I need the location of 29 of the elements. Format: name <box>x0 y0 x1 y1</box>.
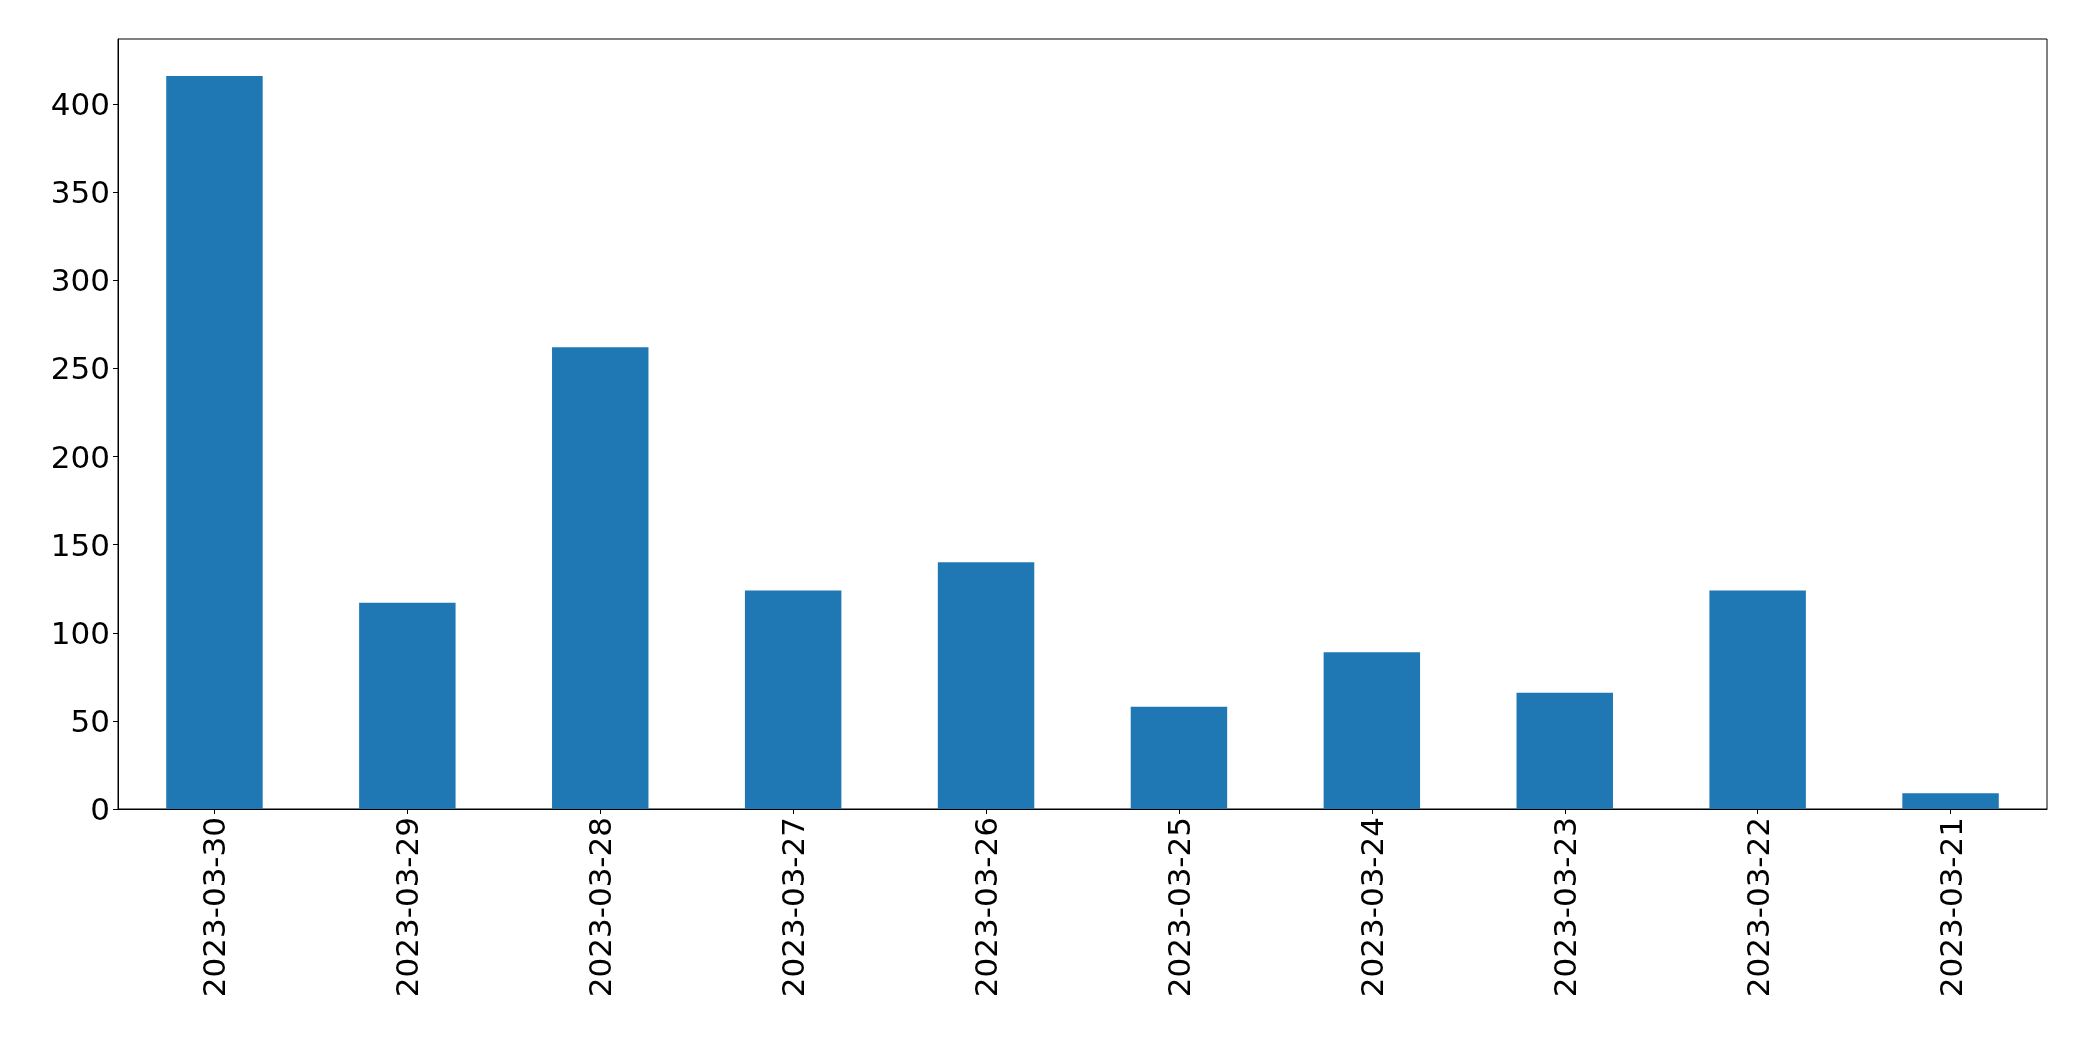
bar <box>166 76 263 809</box>
y-tick-label: 150 <box>50 526 110 563</box>
x-tick-label: 2023-03-23 <box>1546 817 1583 998</box>
x-tick-label: 2023-03-27 <box>775 817 812 998</box>
bar <box>552 347 649 809</box>
bar <box>1323 652 1421 809</box>
bar <box>359 602 456 809</box>
y-tick-label: 0 <box>90 791 110 827</box>
bar <box>744 590 842 809</box>
x-tick-label: 2023-03-21 <box>1932 817 1969 998</box>
bar <box>937 562 1035 809</box>
bar <box>1516 692 1613 809</box>
y-tick-label: 300 <box>50 262 110 299</box>
x-tick-label: 2023-03-25 <box>1160 817 1197 998</box>
y-tick-label: 100 <box>50 614 110 651</box>
bar <box>1902 793 1999 809</box>
x-tick-label: 2023-03-28 <box>582 817 619 998</box>
x-tick-label: 2023-03-24 <box>1353 817 1390 998</box>
y-tick-label: 50 <box>70 702 110 739</box>
y-tick-label: 200 <box>50 438 110 475</box>
y-tick-label: 400 <box>50 86 110 123</box>
y-tick-label: 350 <box>50 174 110 211</box>
x-tick-label: 2023-03-29 <box>389 817 426 998</box>
bar <box>1709 590 1806 809</box>
bar <box>1130 706 1228 809</box>
y-tick-label: 250 <box>50 350 110 387</box>
x-tick-label: 2023-03-22 <box>1739 817 1776 998</box>
x-tick-label: 2023-03-26 <box>968 817 1005 998</box>
x-tick-label: 2023-03-30 <box>196 817 233 998</box>
